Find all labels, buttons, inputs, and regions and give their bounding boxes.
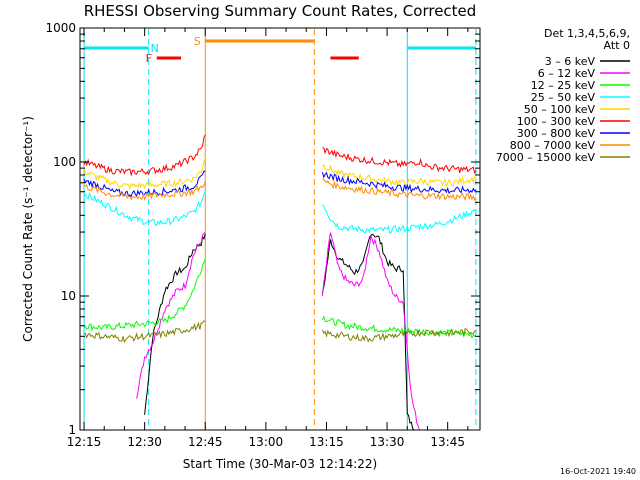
y-tick-label: 1000 — [45, 21, 76, 35]
x-tick-label: 12:15 — [67, 435, 102, 449]
series-line — [322, 178, 477, 202]
flag-label: N — [151, 42, 159, 55]
flag-bars: NF S — [84, 35, 476, 65]
legend-header-detectors: Det 1,3,4,5,6,9, — [544, 27, 630, 40]
x-tick-label: 12:30 — [127, 435, 162, 449]
y-axis: 1 10 100 1000 — [45, 21, 480, 437]
legend-entry-label: 50 – 100 keV — [524, 103, 596, 116]
x-axis: 12:15 12:30 12:45 13:00 13:15 13:30 13:45 — [67, 28, 469, 449]
generation-timestamp: 16-Oct-2021 19:40 — [560, 467, 636, 476]
series-line — [83, 320, 206, 344]
series-line — [322, 204, 477, 234]
x-tick-label: 13:45 — [430, 435, 465, 449]
x-tick-label: 13:15 — [309, 435, 344, 449]
series-line — [321, 233, 416, 431]
series-line — [83, 180, 206, 201]
series-line — [322, 147, 477, 175]
flag-label: F — [146, 52, 152, 65]
series-line — [83, 189, 206, 226]
legend-entry-label: 3 – 6 keV — [545, 55, 596, 68]
x-tick-label: 13:30 — [370, 435, 405, 449]
series-line — [83, 170, 206, 198]
flag-label: S — [194, 35, 201, 48]
series-line — [321, 327, 477, 343]
y-tick-label: 1 — [68, 423, 76, 437]
series-lines — [83, 134, 477, 431]
series-line — [321, 232, 420, 431]
legend-entry-label: 300 – 800 keV — [517, 127, 596, 140]
y-tick-label: 100 — [53, 155, 76, 169]
interval-markers — [83, 29, 477, 429]
plot-frame — [79, 27, 481, 431]
legend-entry-label: 7000 – 15000 keV — [496, 151, 596, 164]
legend-entry-label: 25 – 50 keV — [531, 91, 596, 104]
y-tick-label: 10 — [61, 289, 76, 303]
x-axis-label: Start Time (30-Mar-03 12:14:22) — [183, 457, 377, 471]
series-line — [83, 156, 206, 191]
x-tick-label: 12:45 — [188, 435, 223, 449]
series-line — [144, 233, 206, 415]
x-tick-label: 13:00 — [249, 435, 284, 449]
legend-entry-label: 100 – 300 keV — [517, 115, 596, 128]
chart-title: RHESSI Observing Summary Count Rates, Co… — [84, 2, 477, 20]
legend-entry-label: 12 – 25 keV — [531, 79, 596, 92]
legend-entry-label: 6 – 12 keV — [538, 67, 596, 80]
series-line — [321, 171, 477, 195]
series-line — [321, 315, 477, 339]
series-line — [136, 231, 206, 399]
legend-entry-label: 800 – 7000 keV — [510, 139, 596, 152]
series-line — [83, 134, 206, 177]
legend-header-attenuator: Att 0 — [604, 39, 630, 52]
series-line — [83, 258, 206, 332]
y-axis-label: Corrected Count Rate (s⁻¹ detector⁻¹) — [21, 116, 35, 342]
